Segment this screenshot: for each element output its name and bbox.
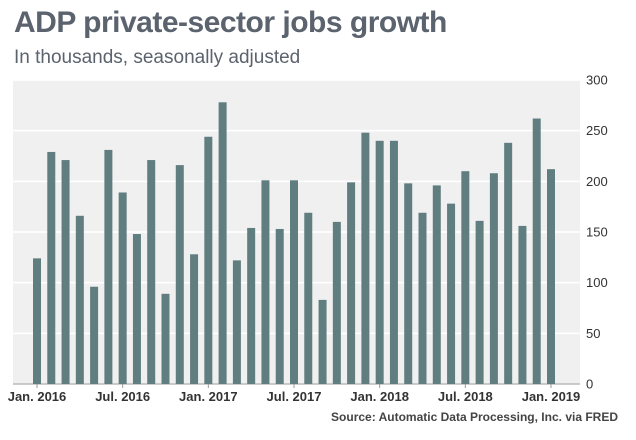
bar [75,215,84,384]
x-tick-label: Jul. 2018 [438,389,493,404]
bar [104,149,113,384]
chart-title: ADP private-sector jobs growth [14,6,447,39]
bar [304,212,313,384]
bar [261,180,270,384]
y-tick-label: 200 [586,174,608,189]
x-axis-ticks: Jan. 2016 Jul. 2016 Jan. 2017 Jul. 2017 Jan.… [8,384,581,404]
y-tick-label: 300 [586,73,608,88]
bar [61,160,70,384]
x-tick-label: Jul. 2017 [267,389,322,404]
x-tick-label: Jan. 2019 [522,389,581,404]
bar [447,203,456,384]
bar [247,227,256,384]
bar [418,212,427,384]
bar [90,286,99,384]
bar [347,182,356,384]
bar [361,132,370,384]
bar [275,228,284,384]
bar [375,140,384,384]
bar [47,151,56,384]
x-tick-label: Jan. 2017 [179,389,238,404]
bar [389,140,398,384]
bar [461,171,470,384]
bar [290,180,298,384]
x-tick-label: Jan. 2016 [8,389,67,404]
source-note: Source: Automatic Data Processing, Inc. … [331,410,618,424]
bar [190,254,199,384]
bar [175,165,184,384]
bar [432,185,441,384]
bar [547,169,555,384]
bar [218,102,227,384]
bar [404,183,413,384]
bar [232,260,241,384]
bar [332,221,341,384]
y-axis-ticks: 0 50 100 150 200 250 300 [586,73,608,392]
bar [489,173,498,384]
bar [532,118,541,384]
bar [132,234,141,384]
bar [504,142,513,384]
chart-subtitle: In thousands, seasonally adjusted [14,47,301,68]
x-tick-label: Jul. 2016 [95,389,150,404]
y-tick-label: 50 [586,326,600,341]
bar [118,192,127,384]
y-tick-label: 150 [586,225,608,240]
bar [204,136,213,384]
y-tick-label: 250 [586,123,608,138]
bar [33,258,41,384]
bar [161,293,170,384]
bar [318,299,327,384]
y-tick-label: 100 [586,275,608,290]
bar [518,225,527,384]
bars [33,102,555,384]
bar [475,220,484,384]
x-tick-label: Jan. 2018 [350,389,409,404]
bar [147,160,156,384]
y-tick-label: 0 [586,377,593,392]
